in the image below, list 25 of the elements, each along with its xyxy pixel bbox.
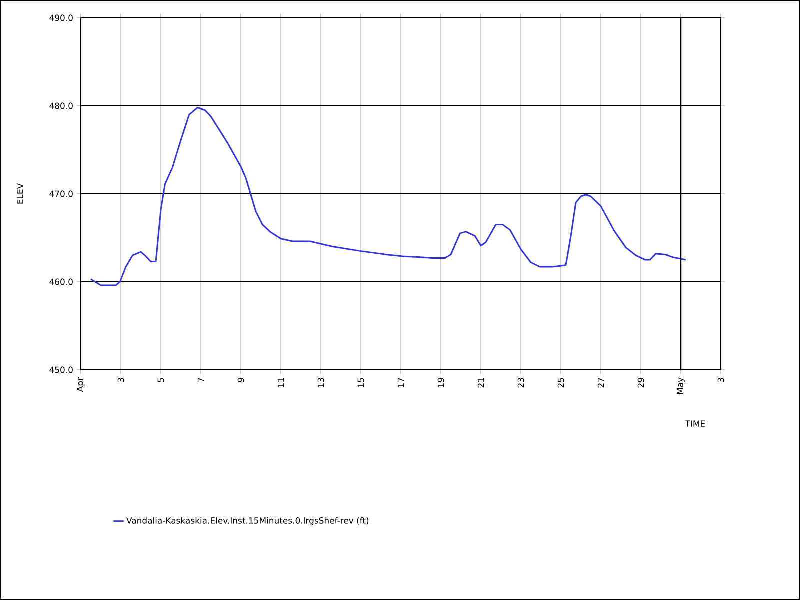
legend-label: Vandalia-Kaskaskia.Elev.Inst.15Minutes.0.lrgsShef-rev (ft) — [126, 517, 369, 526]
y-axis-title: ELEV — [17, 183, 24, 204]
x-tick-label: May — [677, 378, 685, 394]
x-tick-label: 11 — [278, 378, 284, 388]
x-tick-label: 17 — [398, 378, 404, 388]
x-tick-label: Apr — [77, 378, 85, 392]
x-tick-label: 19 — [438, 378, 444, 388]
x-tick-label: 15 — [358, 378, 364, 388]
x-axis-title: TIME — [685, 420, 706, 427]
x-tick-label: 21 — [478, 378, 484, 388]
y-tick-label: 470.0 — [50, 190, 73, 198]
y-tick-label: 450.0 — [50, 366, 73, 374]
x-tick-label: 29 — [638, 378, 644, 388]
x-tick-label: 27 — [598, 378, 604, 388]
x-tick-label: 3 — [718, 378, 724, 382]
x-tick-label: 13 — [318, 378, 324, 388]
x-tick-label: 3 — [118, 378, 124, 382]
x-tick-label: 5 — [158, 378, 164, 382]
y-tick-label: 490.0 — [50, 14, 73, 22]
y-tick-label: 480.0 — [50, 102, 73, 110]
x-tick-label: 9 — [238, 378, 244, 382]
x-tick-label: 25 — [558, 378, 564, 388]
x-tick-label: 23 — [518, 378, 524, 388]
y-tick-label: 460.0 — [50, 278, 73, 286]
x-tick-label: 7 — [198, 378, 204, 382]
